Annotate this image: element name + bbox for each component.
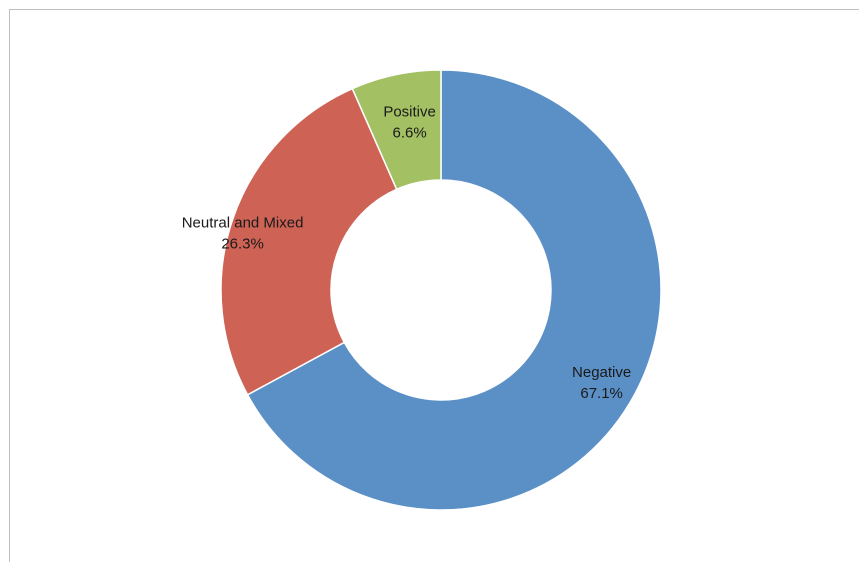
category-label: Positive [383, 104, 436, 121]
data-label-positive: Positive 6.6% [383, 104, 436, 142]
value-label: 6.6% [392, 125, 426, 142]
slice-positive [351, 69, 442, 191]
donut-chart: Negative 67.1% Neutral and Mixed 26.3% Posit… [182, 69, 662, 511]
value-label: 26.3% [221, 235, 264, 252]
data-label-negative: Negative 67.1% [572, 364, 631, 402]
data-label-neutral-and-mixed: Neutral and Mixed 26.3% [182, 214, 304, 252]
category-label: Neutral and Mixed [182, 214, 304, 231]
chart-area: Negative 67.1% Neutral and Mixed 26.3% Posit… [9, 9, 859, 562]
category-label: Negative [572, 364, 631, 381]
slice-negative [246, 69, 662, 511]
value-label: 67.1% [580, 385, 623, 402]
slice-neutral-and-mixed [220, 87, 398, 396]
